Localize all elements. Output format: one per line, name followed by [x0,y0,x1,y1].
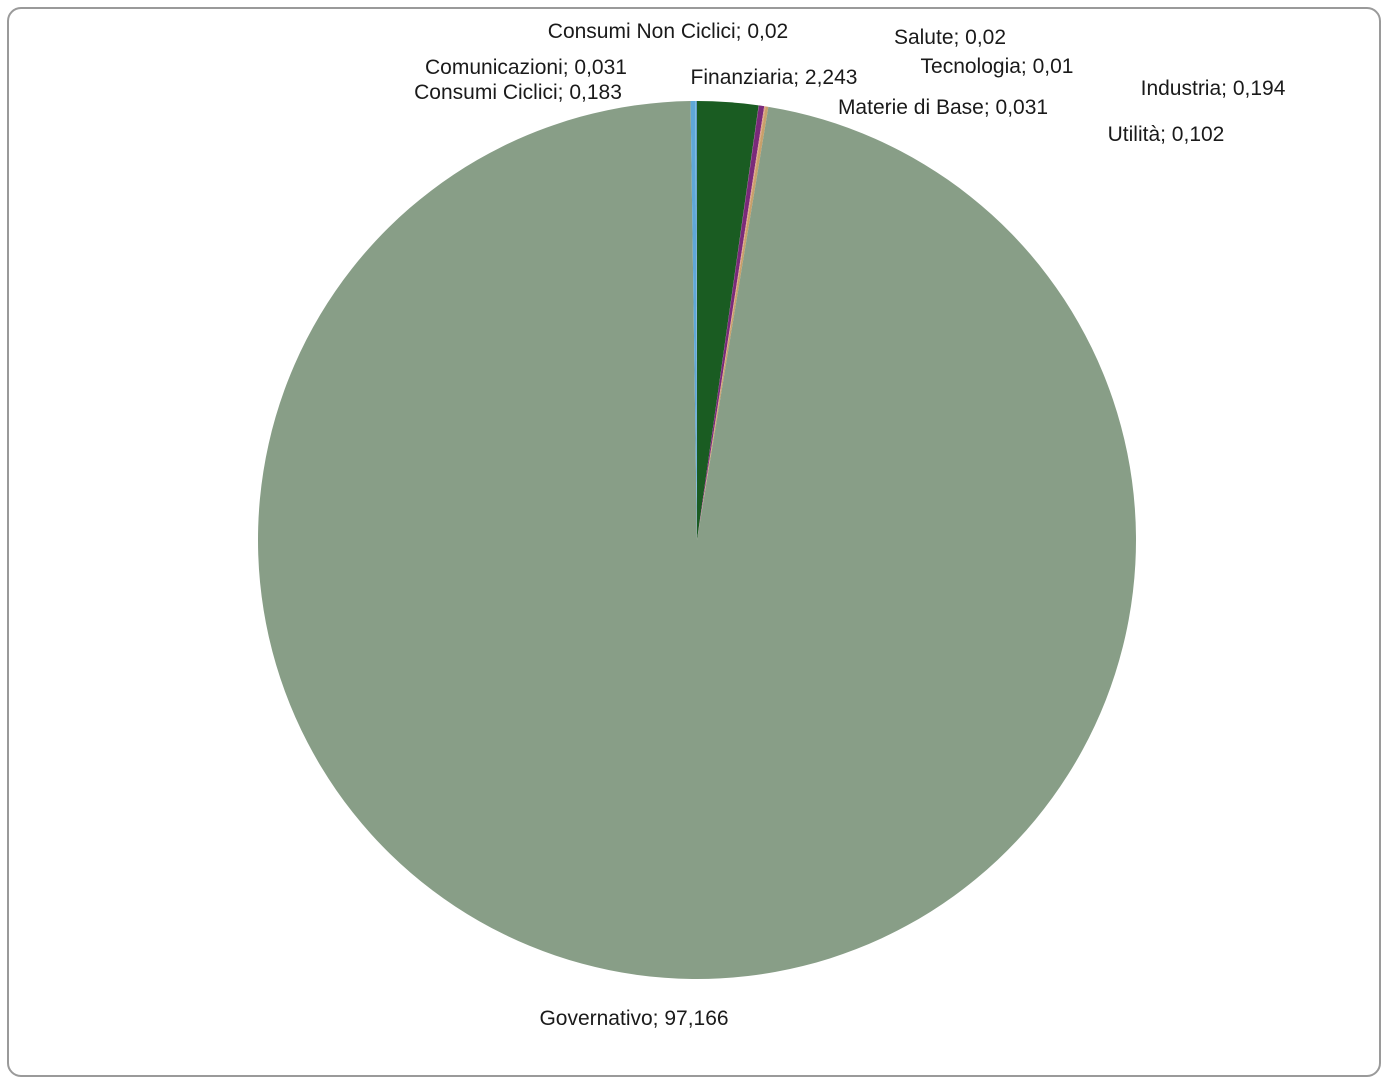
pie-slice-tecnologia [697,105,759,540]
pie-slice-utilit- [697,106,769,541]
data-label-tecnologia: Tecnologia; 0,01 [921,55,1074,78]
pie-slice-consumi-ciclici [690,101,697,540]
data-label-comunicazioni: Comunicazioni; 0,031 [425,56,627,79]
pie-slice-governativo [258,101,1136,980]
data-label-governativo: Governativo; 97,166 [539,1007,728,1030]
data-label-finanziaria: Finanziaria; 2,243 [691,66,858,89]
pie-labels: Finanziaria; 2,243 Tecnologia; 0,01 Indust… [414,20,1286,1030]
pie-slices [258,101,1136,980]
pie-slice-comunicazioni [695,101,697,541]
data-label-consumi-ciclici: Consumi Ciclici; 0,183 [414,81,622,104]
data-label-materie-di-base: Materie di Base; 0,031 [838,96,1048,119]
data-label-salute: Salute; 0,02 [894,26,1006,49]
pie-slice-consumi-non-ciclici [696,101,697,540]
pie-slice-industria [697,105,765,540]
pie-slice-salute [697,106,765,540]
pie-slice-finanziaria [697,101,759,540]
data-label-utilit-: Utilità; 0,102 [1108,123,1225,146]
pie-slice-materie-di-base [697,106,766,540]
data-label-consumi-non-ciclici: Consumi Non Ciclici; 0,02 [548,20,788,43]
data-label-industria: Industria; 0,194 [1141,77,1286,100]
